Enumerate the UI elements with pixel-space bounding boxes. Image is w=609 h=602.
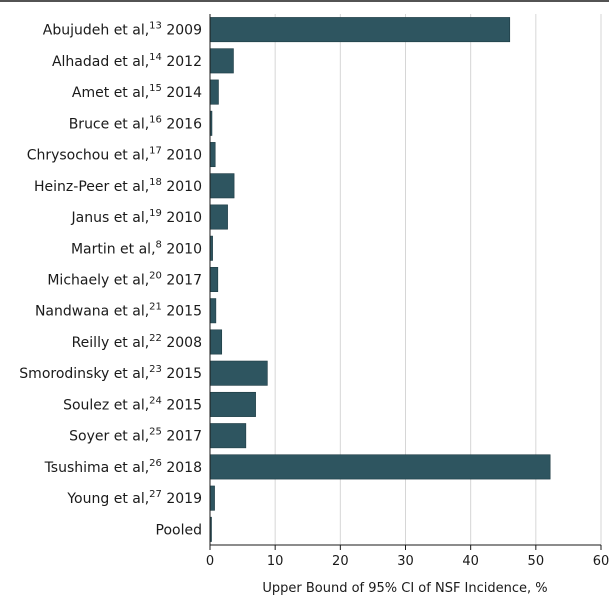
category-author: Nandwana et al, xyxy=(35,304,149,320)
category-author: Janus et al, xyxy=(71,210,150,226)
category-label: Bruce et al,16 2016 xyxy=(69,114,202,132)
category-reference: 13 xyxy=(149,21,162,32)
bar xyxy=(209,267,219,292)
bar xyxy=(209,360,268,386)
category-year: 2017 xyxy=(162,273,202,289)
x-tick-label: 30 xyxy=(397,554,414,569)
bar xyxy=(209,48,234,74)
category-author: Alhadad et al, xyxy=(52,54,149,70)
category-author: Amet et al, xyxy=(72,85,149,101)
x-tick-label: 50 xyxy=(528,554,545,569)
category-reference: 18 xyxy=(149,177,162,188)
bar xyxy=(209,298,217,324)
category-author: Abujudeh et al, xyxy=(43,23,149,39)
category-reference: 26 xyxy=(149,458,162,469)
category-reference: 25 xyxy=(149,427,162,438)
category-author: Michaely et al, xyxy=(47,273,149,289)
category-label: Alhadad et al,14 2012 xyxy=(52,52,202,70)
x-tick-label: 0 xyxy=(206,554,214,569)
category-reference: 19 xyxy=(149,208,162,219)
category-label: Reilly et al,22 2008 xyxy=(72,333,202,351)
category-reference: 17 xyxy=(149,146,162,157)
category-label: Michaely et al,20 2017 xyxy=(47,271,202,289)
x-tick-label: 60 xyxy=(593,554,609,569)
category-label: Tsushima et al,26 2018 xyxy=(44,458,202,476)
category-year: 2015 xyxy=(162,397,202,413)
category-label: Janus et al,19 2010 xyxy=(71,208,203,226)
bar xyxy=(209,454,551,480)
x-tick-label: 20 xyxy=(332,554,349,569)
grid-layer xyxy=(274,14,602,545)
bar xyxy=(209,485,215,511)
category-author: Pooled xyxy=(156,522,202,538)
bar xyxy=(209,173,235,199)
category-reference: 21 xyxy=(149,302,162,313)
category-labels: Abujudeh et al,13 2009 Alhadad et al,14 2… xyxy=(19,21,202,539)
category-year: 2019 xyxy=(162,491,202,507)
category-author: Chrysochou et al, xyxy=(27,148,149,164)
bar xyxy=(209,423,247,449)
category-label: Pooled xyxy=(156,522,202,538)
category-year: 2010 xyxy=(162,179,202,195)
category-author: Tsushima et al, xyxy=(44,460,150,476)
category-author: Young et al, xyxy=(66,491,149,507)
category-reference: 23 xyxy=(149,364,162,375)
bar xyxy=(209,329,223,355)
category-year: 2018 xyxy=(162,460,202,476)
category-reference: 22 xyxy=(149,333,162,344)
category-label: Chrysochou et al,17 2010 xyxy=(27,146,202,164)
category-year: 2009 xyxy=(162,23,202,39)
bar xyxy=(209,391,256,417)
category-label: Abujudeh et al,13 2009 xyxy=(43,21,202,39)
category-year: 2014 xyxy=(162,85,202,101)
category-label: Young et al,27 2019 xyxy=(66,489,202,507)
category-reference: 27 xyxy=(149,489,162,500)
x-tick-label: 10 xyxy=(267,554,284,569)
category-year: 2012 xyxy=(162,54,202,70)
category-year: 2010 xyxy=(162,210,202,226)
category-label: Nandwana et al,21 2015 xyxy=(35,302,202,320)
category-year: 2010 xyxy=(162,148,202,164)
category-reference: 20 xyxy=(149,271,162,282)
category-label: Smorodinsky et al,23 2015 xyxy=(19,364,202,382)
bar xyxy=(209,204,228,230)
category-year: 2008 xyxy=(162,335,202,351)
x-axis-label: Upper Bound of 95% CI of NSF Incidence, … xyxy=(262,581,547,596)
category-author: Soulez et al, xyxy=(63,397,149,413)
category-reference: 14 xyxy=(149,52,162,63)
bar xyxy=(209,79,219,105)
category-year: 2010 xyxy=(162,241,202,257)
category-author: Soyer et al, xyxy=(69,429,149,445)
category-author: Martin et al, xyxy=(71,241,156,257)
bar xyxy=(209,17,511,43)
category-author: Reilly et al, xyxy=(72,335,150,351)
x-tick-labels: 0 10 20 30 40 50 60 xyxy=(206,545,609,569)
category-reference: 24 xyxy=(149,395,162,406)
category-reference: 8 xyxy=(156,239,162,250)
category-author: Smorodinsky et al, xyxy=(19,366,149,382)
category-label: Heinz-Peer et al,18 2010 xyxy=(34,177,202,195)
category-year: 2015 xyxy=(162,366,202,382)
category-year: 2016 xyxy=(162,116,202,132)
category-year: 2015 xyxy=(162,304,202,320)
category-reference: 15 xyxy=(149,83,162,94)
category-author: Bruce et al, xyxy=(69,116,149,132)
category-year: 2017 xyxy=(162,429,202,445)
bar xyxy=(209,142,216,168)
x-tick-label: 40 xyxy=(462,554,479,569)
category-label: Soyer et al,25 2017 xyxy=(69,427,202,445)
bar-layer xyxy=(209,17,551,542)
category-author: Heinz-Peer et al, xyxy=(34,179,149,195)
category-reference: 16 xyxy=(149,114,162,125)
category-label: Martin et al,8 2010 xyxy=(71,239,202,257)
category-label: Amet et al,15 2014 xyxy=(72,83,202,101)
category-label: Soulez et al,24 2015 xyxy=(63,395,202,413)
